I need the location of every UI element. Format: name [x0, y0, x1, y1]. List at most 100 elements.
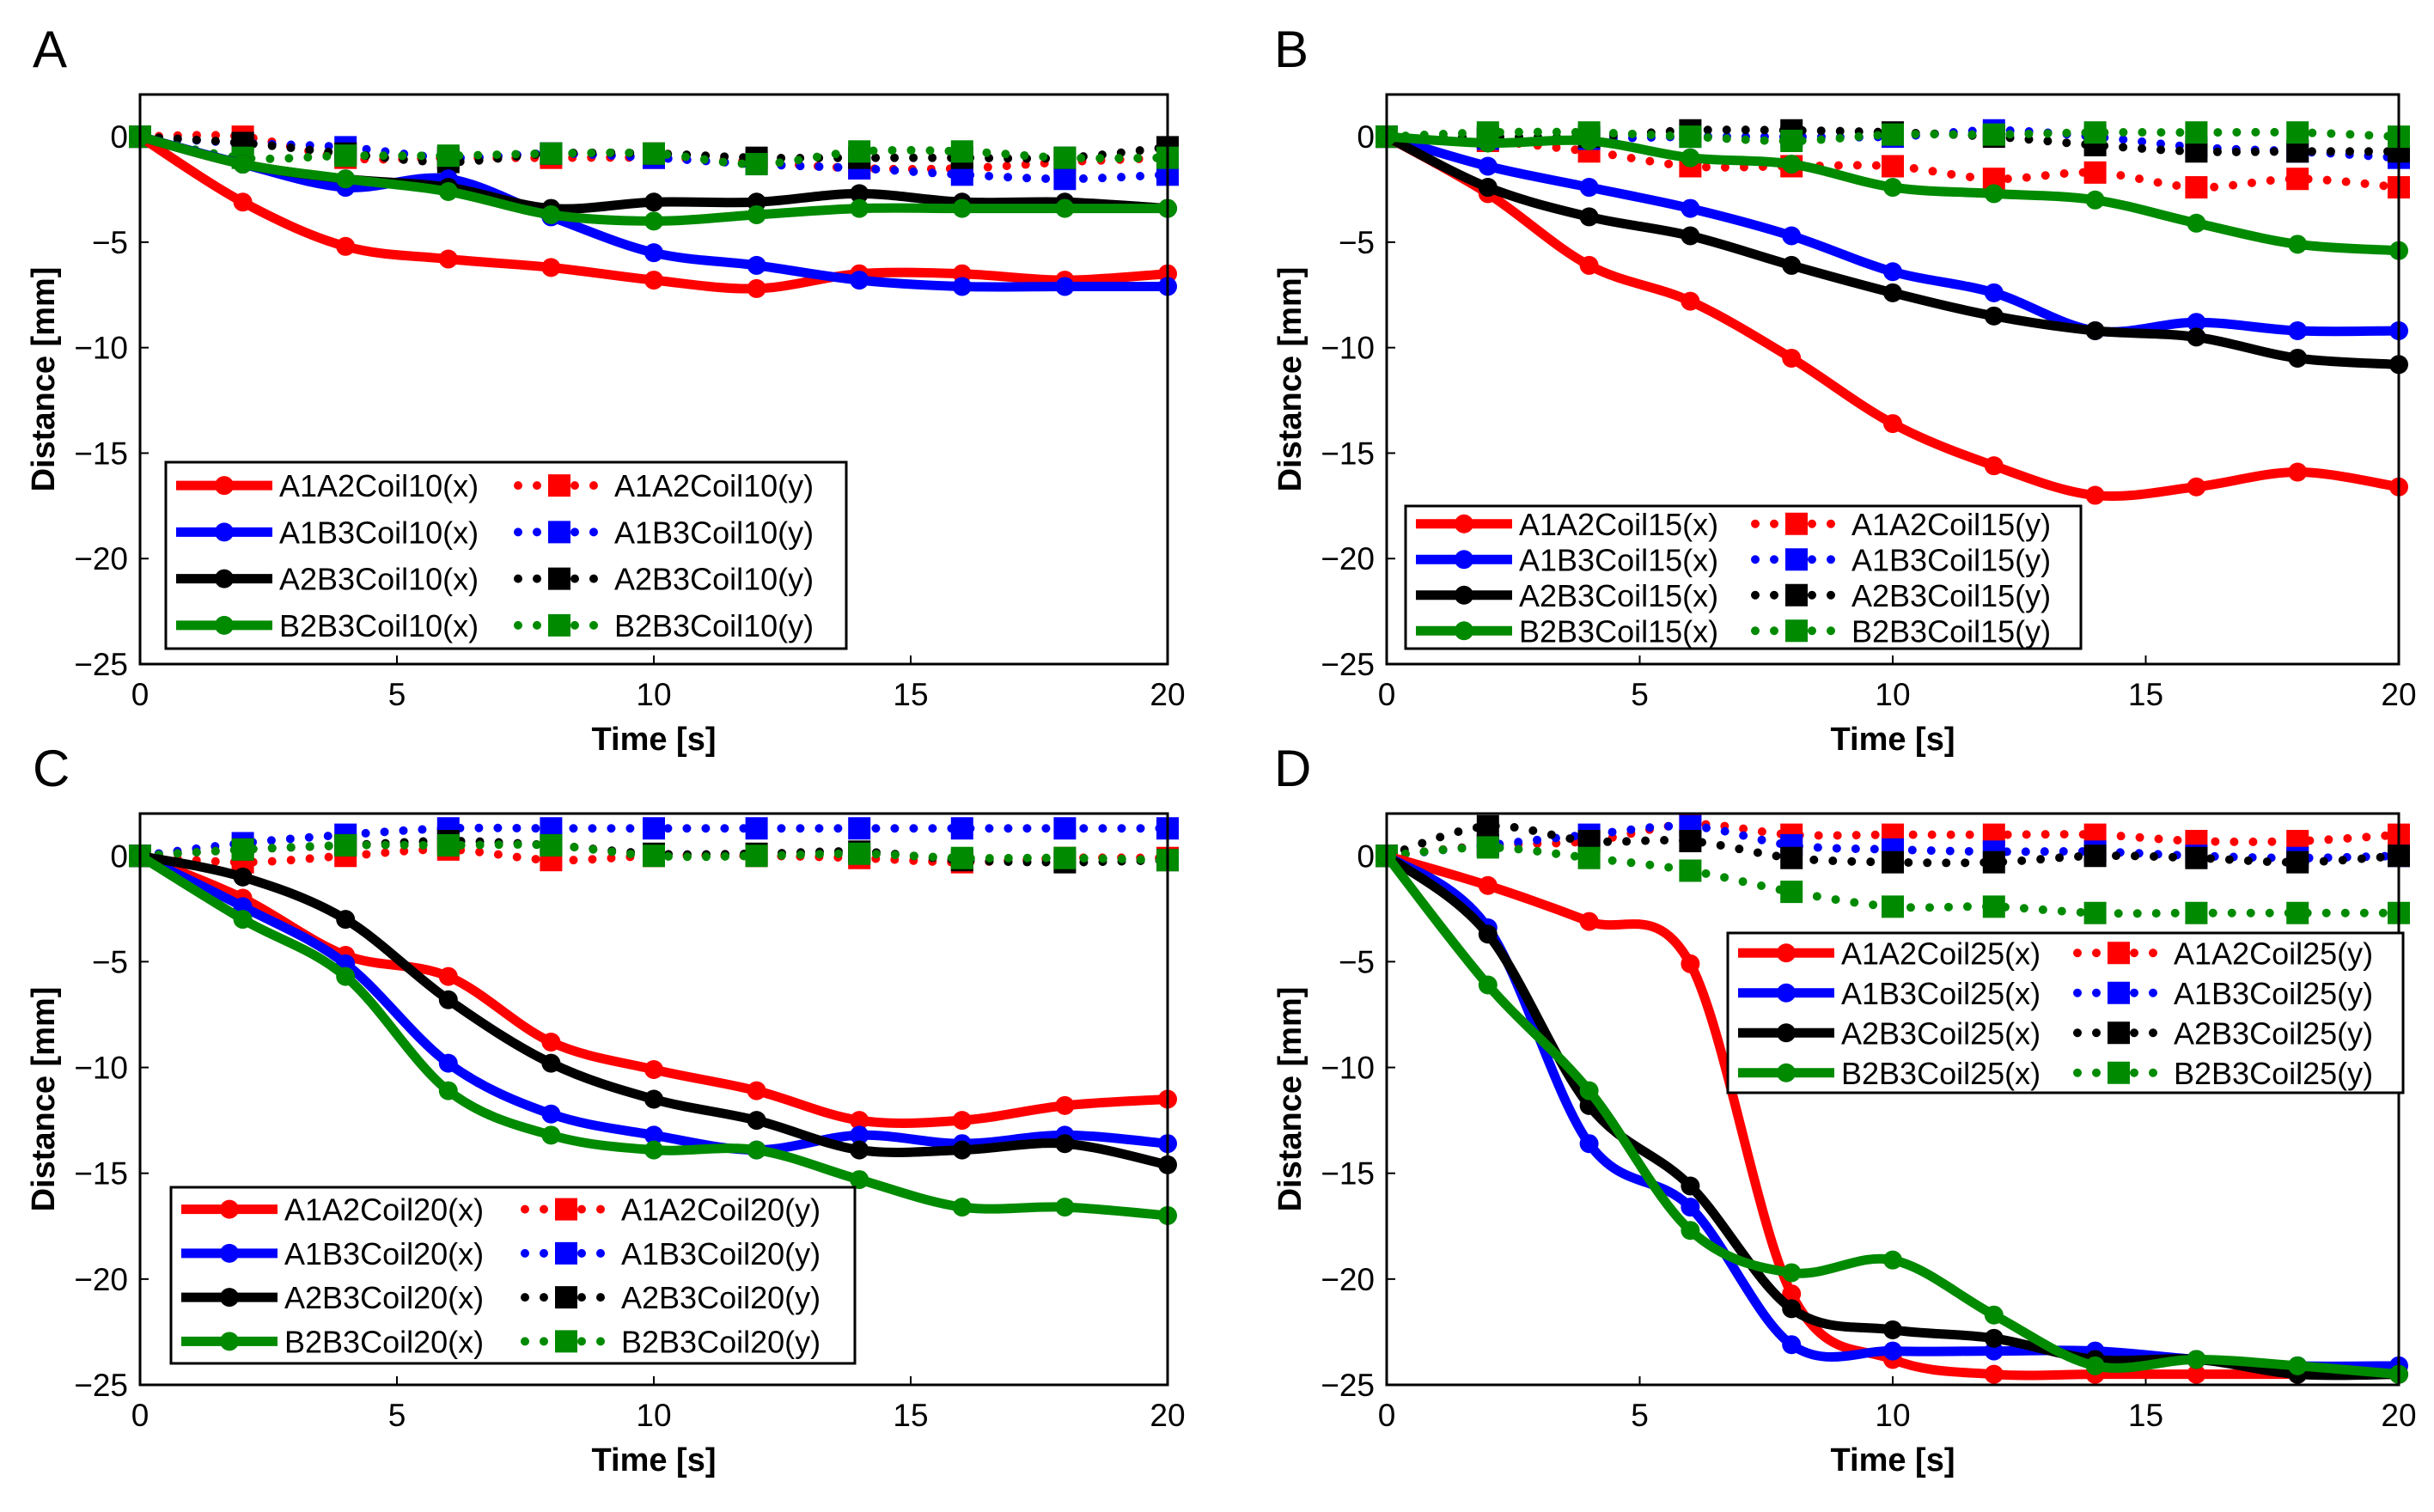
data-point: [952, 277, 972, 296]
legend-label: A1B3Coil15(x): [1519, 542, 1718, 577]
data-point: [747, 1111, 766, 1131]
legend-label: A1A2Coil15(y): [1851, 507, 2051, 542]
legend-label: B2B3Coil10(y): [614, 608, 814, 643]
legend-item: A2B3Coil20(y): [521, 1280, 820, 1315]
legend-label: A1A2Coil25(x): [1841, 936, 2041, 971]
legend-swatch-marker: [548, 613, 570, 637]
data-point: [541, 204, 561, 224]
legend-swatch-marker: [215, 476, 234, 496]
data-point: [438, 990, 458, 1009]
x-axis-title: Time [s]: [591, 722, 716, 758]
data-point: [1681, 1198, 1700, 1217]
data-point: [1984, 1364, 2004, 1384]
data-point: [1679, 125, 1702, 149]
data-point: [1984, 184, 2004, 204]
legend-label: B2B3Coil25(y): [2174, 1056, 2373, 1091]
data-point: [233, 155, 253, 174]
x-tick-label: 15: [893, 677, 928, 712]
data-point: [850, 1125, 869, 1145]
y-tick-label: −5: [92, 944, 128, 979]
legend-swatch-marker: [1455, 585, 1473, 605]
data-point: [643, 844, 665, 868]
data-point: [1055, 1134, 1075, 1154]
x-tick-label: 0: [1378, 677, 1396, 712]
data-point: [1681, 291, 1700, 311]
data-point: [1883, 414, 1902, 434]
series-a1b3coil25-x: [1377, 846, 2408, 1375]
legend-swatch-marker: [1777, 943, 1796, 963]
legend-item: A2B3Coil15(x): [1416, 578, 1718, 613]
legend-item: A2B3Coil25(x): [1738, 1015, 2041, 1051]
legend-swatch-marker: [220, 1199, 239, 1219]
plot-frame: [138, 93, 1169, 666]
data-point: [952, 198, 972, 218]
data-point: [850, 198, 869, 218]
y-tick-label: −25: [1321, 1368, 1375, 1403]
legend-item: B2B3Coil10(x): [176, 608, 479, 643]
data-point: [1883, 1320, 1902, 1339]
legend-label: A2B3Coil25(x): [1841, 1015, 2041, 1051]
legend-item: A2B3Coil10(x): [176, 562, 479, 597]
data-point: [644, 1060, 663, 1080]
legend-label: B2B3Coil20(x): [284, 1324, 484, 1359]
x-tick-label: 0: [131, 1398, 149, 1433]
plot-frame: [138, 812, 1169, 1387]
data-point: [2187, 1350, 2206, 1369]
legend-label: A1B3Coil10(y): [614, 515, 814, 550]
data-point: [747, 1140, 766, 1160]
legend-item: A1B3Coil10(x): [176, 515, 479, 550]
x-tick-label: 5: [388, 1398, 406, 1433]
data-point: [2185, 846, 2208, 869]
legend-item: A1A2Coil15(x): [1416, 507, 1718, 542]
panel-c: C 0 5 10 15 20 0 −5 −10 −15 −20 −25 Time [s] Distance…: [26, 740, 1186, 1478]
legend-label: A1B3Coil25(x): [1841, 976, 2041, 1011]
data-point: [2187, 1364, 2206, 1384]
data-point: [2187, 213, 2206, 233]
x-tick-label: 20: [1150, 1398, 1185, 1433]
panel-b: B 0 5 10 15 20 0 −5 −10 −15 −20 −25 Time [s] Distance…: [1272, 21, 2417, 758]
legend-item: A1A2Coil25(y): [2073, 936, 2373, 971]
data-point: [850, 1111, 869, 1131]
legend-item: B2B3Coil25(y): [2073, 1056, 2373, 1091]
data-point: [2286, 850, 2309, 874]
data-point: [233, 867, 253, 887]
data-point: [1055, 1095, 1075, 1115]
series-line: [1382, 131, 2404, 502]
legend-label: A1B3Coil25(y): [2174, 976, 2373, 1011]
data-point: [848, 817, 871, 840]
legend-item: B2B3Coil20(y): [521, 1324, 820, 1359]
legend-swatch-marker: [2108, 1061, 2130, 1084]
y-tick-label: −10: [74, 331, 128, 366]
data-point: [1883, 178, 1902, 198]
series-b2b3coil25-y: [1376, 836, 2410, 924]
data-point: [644, 1125, 663, 1145]
panel-d: D 0 5 10 15 20 0 −5 −10 −15 −20 −25 Time [s] Distance…: [1272, 740, 2417, 1478]
y-tick-label: 0: [1357, 119, 1375, 155]
data-point: [231, 838, 254, 861]
legend-item: A1A2Coil25(x): [1738, 936, 2041, 971]
legend-swatch-marker: [220, 1243, 239, 1263]
series-a2b3coil25-x: [1377, 846, 2408, 1384]
x-tick-label: 5: [388, 677, 406, 712]
legend-item: B2B3Coil15(x): [1416, 613, 1718, 649]
legend-swatch-marker: [548, 521, 570, 544]
data-point: [2085, 190, 2105, 210]
series-line: [136, 132, 1172, 184]
data-point: [540, 833, 563, 857]
series-a2b3coil20-x: [131, 846, 1177, 1174]
data-point: [1782, 255, 1802, 275]
series-a1a2coil25-x: [1377, 846, 2408, 1384]
data-point: [644, 1140, 663, 1160]
data-point: [1982, 850, 2005, 874]
legend-label: A1A2Coil20(x): [284, 1192, 484, 1228]
panel-label: D: [1274, 740, 1311, 797]
data-point: [2185, 176, 2208, 199]
data-point: [850, 271, 869, 290]
y-tick-label: −20: [1321, 1262, 1375, 1297]
data-point: [1679, 859, 1702, 882]
data-point: [336, 236, 356, 256]
data-point: [952, 1140, 972, 1160]
data-point: [1782, 155, 1802, 174]
data-point: [2187, 327, 2206, 347]
data-point: [643, 817, 665, 840]
